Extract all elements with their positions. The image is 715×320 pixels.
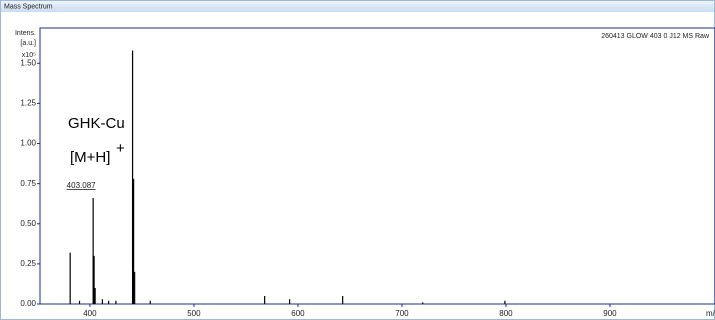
x-tick-label: 600 [291, 309, 305, 318]
y-label: [a.u.] [20, 40, 36, 47]
x-label: m/z [706, 309, 715, 318]
x-tick-label: 700 [395, 309, 409, 318]
y-multiplier: x10⁵ [22, 52, 36, 59]
y-tick-label: 0.50 [20, 219, 36, 228]
y-tick-label: 0.00 [20, 299, 36, 308]
x-tick-label: 400 [83, 309, 97, 318]
annotation: + [116, 140, 125, 157]
y-tick-label: 0.25 [20, 259, 36, 268]
sample-name: 260413 GLOW 403 0 J12 MS Raw [601, 33, 710, 40]
plot-frame [39, 27, 715, 305]
annotation: GHK-Cu [68, 115, 125, 132]
x-tick-label: 900 [603, 309, 617, 318]
annotation: [M+H] [70, 149, 110, 166]
y-tick-label: 1.00 [20, 139, 36, 148]
x-tick-label: 500 [187, 309, 201, 318]
y-tick-label: 1.25 [20, 99, 36, 108]
y-label: Intens. [15, 30, 36, 37]
x-tick-label: 800 [499, 309, 513, 318]
y-tick-label: 1.50 [20, 58, 36, 67]
peak-label: 403.087 [67, 181, 96, 190]
window-title: Mass Spectrum [4, 3, 53, 10]
y-tick-label: 0.75 [20, 179, 36, 188]
title-bar [1, 1, 714, 12]
